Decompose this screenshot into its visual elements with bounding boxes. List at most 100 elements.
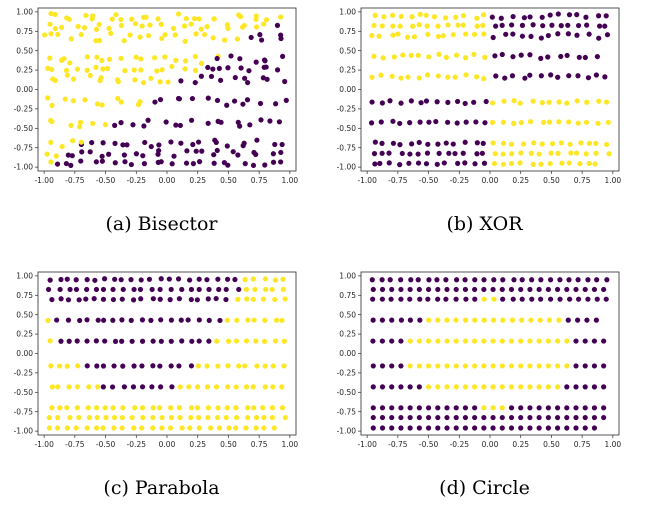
scatter-point (368, 120, 375, 126)
plot-area (360, 271, 620, 436)
scatter-point (110, 296, 117, 303)
scatter-point (508, 141, 515, 147)
scatter-point (198, 60, 205, 66)
y-tick-label: -1.00 (337, 163, 357, 172)
y-tick-label: 0.50 (339, 46, 356, 55)
scatter-point (426, 277, 432, 283)
scatter-point (389, 286, 395, 293)
scatter-point (527, 405, 533, 411)
scatter-point (157, 286, 163, 293)
scatter-point (489, 100, 496, 106)
scatter-point (463, 296, 469, 302)
scatter-point (196, 286, 202, 293)
scatter-point (100, 66, 106, 72)
scatter-point (462, 286, 469, 293)
scatter-point (536, 286, 542, 293)
scatter-point (379, 414, 386, 421)
scatter-point (112, 160, 118, 166)
scatter-point (213, 295, 219, 302)
scatter-point (462, 425, 469, 431)
scatter-point (196, 338, 202, 344)
scatter-point (605, 119, 611, 125)
scatter-point (398, 414, 404, 421)
scatter-point (416, 286, 422, 293)
scatter-point (386, 150, 392, 156)
scatter-point (182, 58, 189, 64)
scatter-point (211, 152, 217, 158)
scatter-point (388, 296, 394, 302)
scatter-point (435, 384, 441, 390)
scatter-point (272, 338, 279, 344)
scatter-point (586, 140, 592, 146)
scatter-point (591, 414, 598, 421)
scatter-point (63, 67, 70, 73)
scatter-point (176, 405, 183, 411)
scatter-point (453, 14, 459, 20)
scatter-point (379, 317, 385, 323)
scatter-point (206, 338, 212, 344)
scatter-point (84, 317, 90, 323)
scatter-point (214, 55, 220, 62)
scatter-point (425, 414, 432, 421)
scatter-point (564, 363, 570, 369)
scatter-point (509, 151, 515, 157)
scatter-point (139, 405, 146, 411)
scatter-point (168, 363, 174, 369)
scatter-point (159, 414, 165, 421)
scatter-point (115, 79, 121, 85)
scatter-point (112, 338, 119, 344)
scatter-point (379, 405, 386, 411)
scatter-point (518, 150, 524, 156)
scatter-point (65, 317, 72, 323)
scatter-point (278, 159, 284, 165)
scatter-point (500, 161, 506, 167)
scatter-point (210, 66, 216, 72)
scatter-point (158, 21, 164, 27)
scatter-point (474, 23, 480, 29)
scatter-point (84, 425, 90, 431)
scatter-point (75, 23, 81, 30)
scatter-point (93, 64, 99, 70)
scatter-point (47, 55, 53, 61)
scatter-point (102, 122, 109, 128)
scatter-point (454, 98, 461, 105)
scatter-point (500, 140, 507, 146)
scatter-point (508, 405, 515, 411)
scatter-point (110, 405, 116, 411)
scatter-point (110, 317, 116, 323)
scatter-point (93, 286, 100, 293)
scatter-point (564, 52, 570, 59)
scatter-point (491, 160, 498, 167)
scatter-point (399, 150, 405, 157)
scatter-point (509, 317, 516, 323)
scatter-point (389, 317, 395, 323)
scatter-point (78, 139, 84, 145)
scatter-point (425, 405, 432, 411)
scatter-point (45, 286, 52, 293)
scatter-point (601, 405, 607, 411)
scatter-point (418, 100, 424, 106)
scatter-point (425, 31, 431, 38)
scatter-point (168, 405, 174, 411)
scatter-point (398, 384, 404, 390)
scatter-point (73, 286, 80, 293)
scatter-point (132, 405, 138, 411)
scatter-point (491, 296, 497, 302)
scatter-point (474, 140, 480, 146)
scatter-point (554, 414, 561, 421)
scatter-point (247, 122, 253, 128)
scatter-point (81, 25, 88, 31)
scatter-point (233, 414, 240, 421)
scatter-point (453, 425, 459, 431)
scatter-point (536, 405, 542, 411)
scatter-point (196, 317, 202, 323)
scatter-point (411, 34, 418, 40)
scatter-point (139, 338, 146, 344)
scatter-point (445, 74, 451, 80)
scatter-point (472, 286, 478, 293)
scatter-point (158, 338, 164, 344)
scatter-point (168, 338, 174, 344)
scatter-point (110, 286, 116, 293)
x-tick-label: 0.75 (251, 440, 268, 449)
scatter-point (586, 160, 592, 167)
